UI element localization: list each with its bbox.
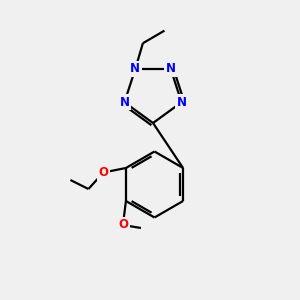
- Text: N: N: [166, 62, 176, 75]
- Text: N: N: [130, 62, 140, 75]
- Text: O: O: [118, 218, 128, 232]
- Text: N: N: [119, 96, 130, 109]
- Text: N: N: [176, 96, 187, 109]
- Text: O: O: [98, 166, 108, 179]
